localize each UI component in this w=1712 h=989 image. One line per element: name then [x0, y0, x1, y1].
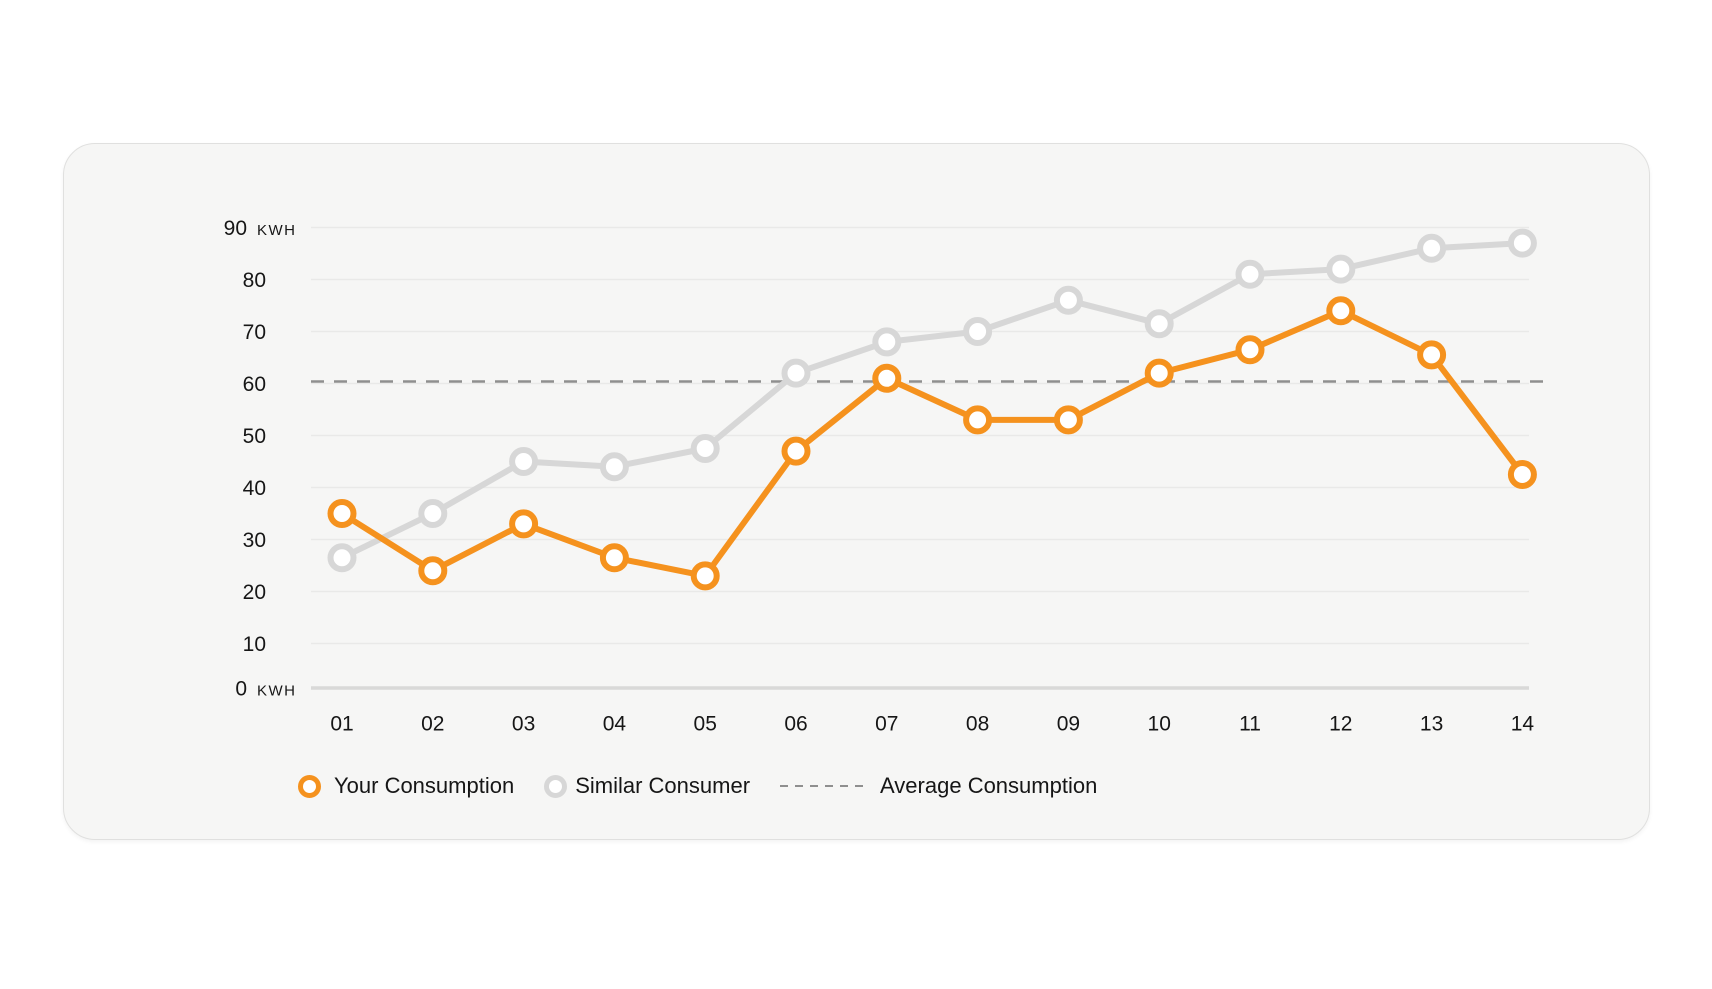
data-point-your-consumption-10	[1144, 358, 1174, 388]
data-point-similar-consumer-09	[1053, 285, 1083, 315]
y-tick-label-30: 30	[243, 529, 266, 552]
data-point-similar-consumer-02	[418, 499, 448, 528]
data-point-similar-consumer-03	[509, 447, 539, 476]
similar-consumer-ring-icon	[544, 774, 568, 798]
data-point-your-consumption-14	[1507, 460, 1537, 489]
data-point-your-consumption-06	[781, 436, 811, 466]
data-point-similar-consumer-10	[1144, 309, 1174, 339]
average-dashed-line-icon	[780, 785, 869, 787]
data-point-your-consumption-11	[1235, 335, 1265, 365]
y-tick-label-50: 50	[243, 425, 266, 448]
x-tick-label-11: 11	[1239, 712, 1261, 735]
x-tick-label-03: 03	[512, 712, 535, 735]
data-point-similar-consumer-11	[1235, 259, 1265, 289]
data-point-your-consumption-05	[690, 561, 720, 591]
x-tick-label-10: 10	[1148, 712, 1171, 735]
data-point-your-consumption-09	[1053, 405, 1083, 435]
legend-label-similar-consumer: Similar Consumer	[575, 773, 751, 798]
data-point-similar-consumer-14	[1507, 228, 1537, 258]
legend-label-average-consumption: Average Consumption	[880, 773, 1098, 798]
x-tick-label-01: 01	[330, 712, 353, 735]
data-point-your-consumption-01	[327, 499, 357, 528]
series-line-similar-consumer	[339, 240, 1526, 561]
legend-item-similar-consumer: Similar Consumer	[544, 773, 750, 799]
data-point-your-consumption-12	[1326, 296, 1356, 326]
x-tick-label-02: 02	[421, 712, 444, 735]
data-point-similar-consumer-04	[599, 452, 629, 482]
data-point-similar-consumer-01	[327, 543, 357, 573]
data-point-similar-consumer-05	[690, 434, 720, 463]
legend-item-average-consumption: Average Consumption	[780, 773, 1097, 799]
x-tick-label-04: 04	[603, 712, 627, 735]
data-point-similar-consumer-13	[1417, 233, 1447, 263]
y-tick-label-70: 70	[243, 321, 266, 344]
data-point-similar-consumer-07	[872, 327, 902, 357]
data-point-your-consumption-02	[418, 556, 448, 586]
x-tick-label-07: 07	[875, 712, 898, 735]
x-axis-labels: 01 02 03 04 05 06 07 08 09 10 11 12 13 14	[330, 712, 1534, 735]
your-consumption-ring-icon	[298, 774, 321, 798]
x-tick-label-06: 06	[784, 712, 807, 735]
y-gridlines: 90 KWH 80 70 60 50 40 30 20 10 0 KWH	[224, 217, 1529, 700]
x-tick-label-09: 09	[1057, 712, 1080, 735]
data-point-similar-consumer-06	[781, 358, 811, 388]
y-tick-label-10: 10	[243, 633, 266, 656]
x-tick-label-12: 12	[1329, 712, 1352, 735]
y-axis-unit-label: KWH	[257, 222, 297, 239]
y-tick-label-40: 40	[243, 477, 266, 500]
series-line-your-consumption	[339, 307, 1526, 579]
data-point-similar-consumer-12	[1326, 254, 1356, 284]
y-tick-label-80: 80	[243, 269, 266, 292]
data-point-your-consumption-13	[1417, 340, 1447, 370]
series-your-consumption	[327, 296, 1537, 591]
consumption-chart-card: 90 KWH 80 70 60 50 40 30 20 10 0 KWH 01 02 03 04 05 06 07 0…	[63, 143, 1650, 840]
legend-label-your-consumption: Your Consumption	[334, 773, 515, 798]
data-point-similar-consumer-08	[963, 317, 993, 346]
y-tick-label-90: 90	[224, 217, 247, 240]
data-point-your-consumption-04	[599, 543, 629, 573]
y-tick-label-0: 0	[235, 677, 247, 700]
data-point-your-consumption-07	[872, 363, 902, 393]
x-tick-label-05: 05	[694, 712, 717, 735]
series-similar-consumer	[327, 228, 1537, 573]
x-tick-label-08: 08	[966, 712, 989, 735]
data-point-your-consumption-03	[509, 509, 539, 539]
y-tick-label-20: 20	[243, 581, 266, 604]
chart-legend: Your Consumption Similar Consumer Averag…	[298, 770, 1097, 802]
y-tick-label-60: 60	[243, 373, 266, 396]
x-tick-label-13: 13	[1420, 712, 1443, 735]
data-point-your-consumption-08	[963, 405, 993, 435]
legend-item-your-consumption: Your Consumption	[298, 773, 514, 799]
y-axis-unit-label: KWH	[257, 682, 297, 699]
x-tick-label-14: 14	[1511, 712, 1535, 735]
